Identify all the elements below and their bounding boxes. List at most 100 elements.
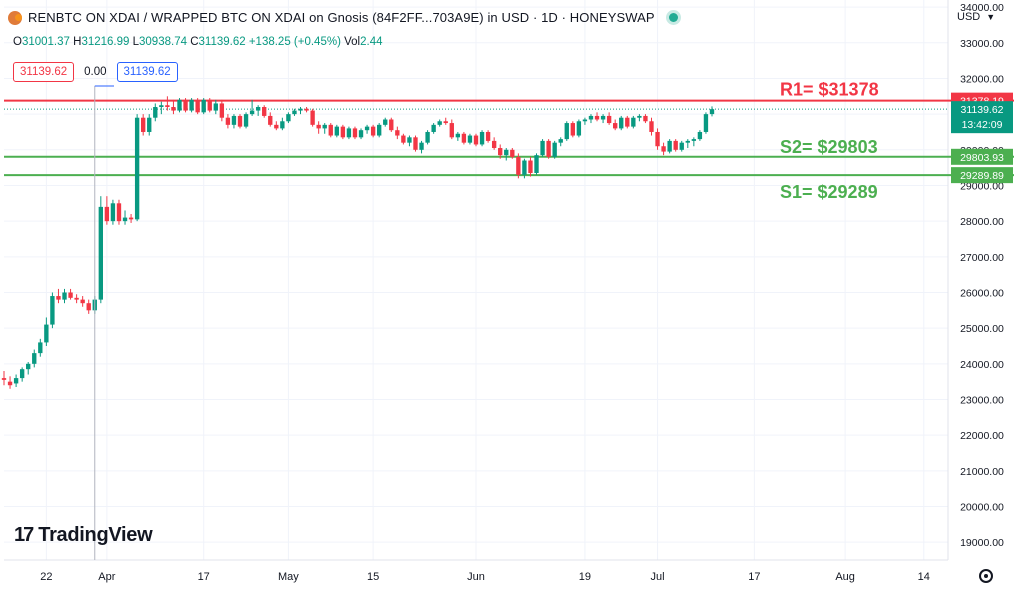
price-tick-label: 22000.00: [960, 430, 1004, 442]
candle-body: [691, 139, 697, 141]
candle-body: [625, 117, 630, 127]
spread-value: 0.00: [84, 66, 107, 78]
candle-body: [249, 110, 255, 115]
candle-body: [697, 131, 703, 140]
time-tick-label: 17: [198, 571, 210, 583]
candle-body: [407, 137, 412, 143]
candle-body: [346, 128, 352, 138]
candle-body: [358, 130, 364, 138]
candle-body: [528, 160, 533, 173]
buy-button[interactable]: 31139.62: [116, 62, 178, 82]
candle-body: [183, 99, 188, 111]
candle-body: [401, 135, 406, 143]
sell-button[interactable]: 31139.62: [13, 62, 75, 82]
candle-body: [594, 115, 600, 120]
time-tick-label: Jul: [651, 571, 665, 583]
symbol-logo-icon: [8, 10, 22, 25]
candle-body: [141, 117, 146, 132]
time-axis[interactable]: 22 Apr 17 May 15 Jun 19 Jul 17 Aug 14: [40, 571, 930, 583]
market-status-icon[interactable]: [668, 13, 678, 22]
candle-body: [50, 296, 55, 325]
last-price-axis-tag: [951, 101, 1013, 134]
candle-body: [122, 217, 128, 222]
candle-body: [171, 107, 176, 111]
candle-body: [292, 110, 297, 115]
candle-body: [26, 363, 31, 370]
change-value: +138.25 (+0.45%): [248, 36, 341, 48]
price-levels: R1= $31378 S2= $29803 S1= $29289: [4, 80, 1014, 202]
candle-body: [255, 107, 261, 111]
candle-body: [56, 296, 61, 300]
candle-body: [600, 115, 606, 120]
candle-body: [98, 206, 103, 300]
candle-body: [455, 133, 461, 138]
candle-body: [467, 135, 473, 143]
candle-body: [558, 139, 563, 143]
price-tick-label: 23000.00: [960, 394, 1004, 406]
price-tick-label: 26000.00: [960, 287, 1004, 299]
candle-body: [510, 149, 515, 157]
candle-body: [213, 103, 218, 111]
volume-label: Vol: [344, 36, 361, 48]
candle-body: [516, 156, 521, 175]
candle-body: [62, 292, 67, 300]
price-tick-label: 34000.00: [960, 2, 1004, 14]
candle-body: [280, 121, 285, 129]
ohlc-legend: O31001.37 H31216.99 L30938.74 C31139.62 …: [13, 36, 383, 48]
candle-body: [310, 110, 315, 125]
candle-body: [473, 135, 479, 145]
time-tick-label: Jun: [467, 571, 485, 583]
price-tick-label: 33000.00: [960, 38, 1004, 50]
time-tick-label: Aug: [835, 571, 855, 583]
gear-icon[interactable]: [979, 569, 993, 583]
candle-body: [159, 105, 164, 108]
candle-body: [576, 121, 582, 136]
candle-body: [74, 297, 79, 300]
price-tick-label: 32000.00: [960, 73, 1004, 85]
candle-body: [1, 378, 7, 380]
candle-body: [322, 124, 327, 129]
trade-buttons: 31139.62 0.00 31139.62: [13, 62, 178, 82]
candle-body: [461, 133, 467, 143]
candle-body: [334, 126, 339, 136]
candle-body: [619, 117, 624, 129]
candle-body: [38, 342, 43, 354]
candle-body: [703, 114, 709, 132]
candle-body: [431, 124, 436, 132]
candle-body: [340, 126, 346, 138]
support-level-label: S1= $29289: [780, 182, 878, 202]
candles[interactable]: [1, 96, 715, 389]
chart-header: RENBTC ON XDAI / WRAPPED BTC ON XDAI on …: [8, 10, 678, 25]
symbol-title[interactable]: RENBTC ON XDAI / WRAPPED BTC ON XDAI on …: [28, 10, 655, 25]
price-tick-label: 19000.00: [960, 537, 1004, 549]
candle-body: [570, 123, 575, 136]
tradingview-watermark[interactable]: 17 TradingView: [14, 524, 153, 547]
support-axis-tag-label: 29289.89: [960, 170, 1004, 182]
candle-body: [268, 115, 273, 125]
low-label: L: [132, 36, 140, 48]
price-axis[interactable]: 19000.00 20000.00 21000.00 22000.00 23000.00…: [960, 2, 1004, 549]
candle-body: [219, 103, 225, 118]
candle-body: [661, 146, 666, 152]
grid: [4, 0, 949, 561]
candle-body: [631, 117, 636, 127]
candle-body: [195, 99, 200, 113]
candle-body: [419, 142, 424, 150]
chevron-down-icon: ▼: [986, 12, 996, 22]
candle-body: [685, 140, 690, 143]
currency-selector[interactable]: USD ▼: [957, 11, 995, 23]
candle-body: [207, 99, 212, 111]
candle-body: [383, 119, 388, 125]
resistance-level-label: R1= $31378: [780, 80, 879, 100]
time-tick-label: 22: [40, 571, 52, 583]
candle-body: [443, 121, 448, 124]
time-tick-label: Apr: [98, 571, 115, 583]
currency-label: USD: [957, 11, 981, 23]
open-label: O: [13, 36, 22, 48]
candle-body: [116, 203, 122, 222]
candle-body: [7, 381, 13, 386]
candle-body: [479, 131, 485, 145]
price-tick-label: 20000.00: [960, 501, 1004, 513]
candle-body: [377, 124, 382, 136]
